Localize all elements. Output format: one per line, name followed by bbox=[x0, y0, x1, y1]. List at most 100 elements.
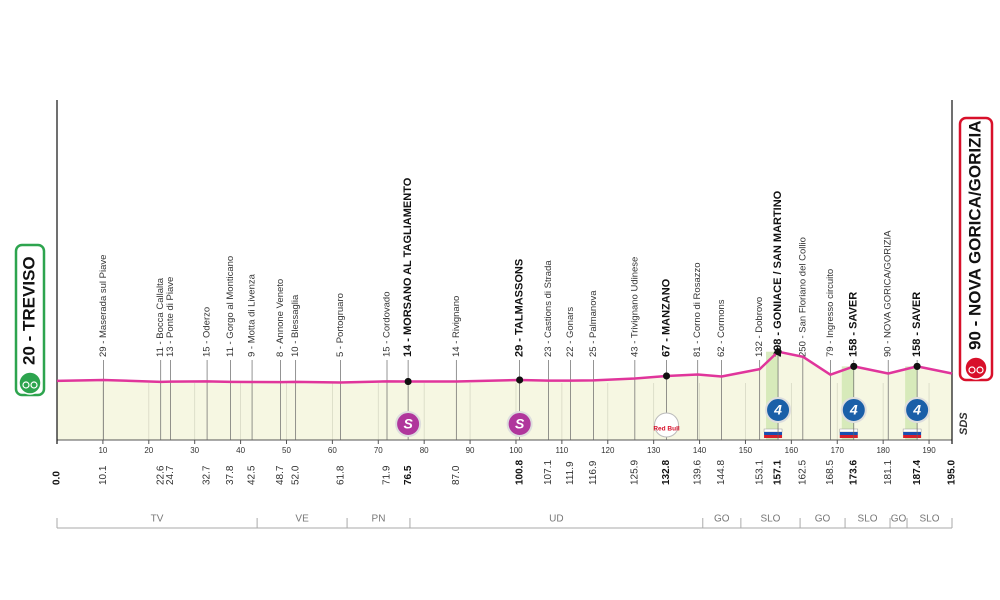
waypoint-label: 11 - Gorgo al Monticano bbox=[225, 256, 236, 357]
region-label: PN bbox=[372, 514, 386, 525]
distance-label: 10.1 bbox=[98, 465, 109, 485]
region-label: GO bbox=[891, 514, 907, 525]
waypoint-label: 25 - Palmanova bbox=[588, 290, 599, 357]
x-tick-label: 20 bbox=[144, 446, 153, 455]
waypoint-label: 14 - Rivignano bbox=[451, 296, 462, 357]
marker bbox=[765, 397, 792, 423]
x-tick-label: 60 bbox=[328, 446, 337, 455]
region-label: GO bbox=[815, 514, 831, 525]
region-label: SLO bbox=[920, 514, 940, 525]
waypoint-label: 8 - Annone Veneto bbox=[275, 279, 286, 357]
bike-wheel bbox=[22, 381, 30, 389]
distance-label: 100.8 bbox=[514, 460, 525, 485]
waypoint-label: 22 - Gonars bbox=[565, 307, 576, 357]
distance-label: 153.1 bbox=[754, 460, 765, 485]
distance-label: 87.0 bbox=[451, 465, 462, 485]
x-tick-label: 170 bbox=[831, 446, 845, 455]
distance-label: 195.0 bbox=[947, 460, 958, 485]
waypoint-label: 15 - Cordovado bbox=[382, 292, 393, 357]
bike-icon bbox=[18, 371, 42, 395]
distance-label: 168.5 bbox=[825, 460, 836, 485]
marker bbox=[506, 411, 533, 437]
bike-wheel bbox=[968, 366, 976, 374]
marker-symbol: Red Bull bbox=[653, 426, 680, 433]
waypoint-label: 23 - Castions di Strada bbox=[543, 260, 554, 357]
marker-symbol: 4 bbox=[773, 402, 782, 418]
x-tick-label: 40 bbox=[236, 446, 245, 455]
distance-label: 187.4 bbox=[912, 460, 923, 485]
waypoint-label: 67 - MANZANO bbox=[660, 278, 672, 357]
waypoint-label: 79 - Ingresso circuito bbox=[825, 269, 836, 357]
x-tick-label: 150 bbox=[739, 446, 753, 455]
marker-symbol: S bbox=[515, 416, 525, 432]
waypoint-label: 9 - Motta di Livenza bbox=[247, 273, 258, 357]
marker bbox=[395, 411, 422, 437]
flag bbox=[902, 428, 922, 433]
distance-label: 22.6 bbox=[155, 465, 166, 485]
distance-label: 32.7 bbox=[202, 465, 213, 485]
flag bbox=[764, 432, 783, 435]
x-tick-label: 70 bbox=[374, 446, 383, 455]
waypoint-dot bbox=[516, 376, 524, 384]
region-label: SLO bbox=[858, 514, 878, 525]
distance-label: 61.8 bbox=[335, 465, 346, 485]
marker bbox=[904, 397, 931, 423]
waypoint-label: 132 - Dobrovo bbox=[754, 297, 765, 357]
waypoint-label: 14 - MORSANO AL TAGLIAMENTO bbox=[402, 177, 414, 357]
waypoint-dot bbox=[774, 348, 782, 356]
waypoint-label: 250 - San Floriano del Collio bbox=[797, 237, 808, 357]
finish-box bbox=[958, 116, 994, 382]
distance-label: 0.0 bbox=[52, 471, 63, 485]
marker-symbol: 4 bbox=[912, 402, 921, 418]
x-tick-label: 10 bbox=[98, 446, 107, 455]
distance-label: 173.6 bbox=[848, 460, 859, 485]
flag bbox=[763, 428, 783, 433]
marker bbox=[840, 397, 867, 423]
waypoint-label: 298 - GONIACE / SAN MARTINO bbox=[772, 190, 784, 357]
x-tick-label: 120 bbox=[601, 446, 615, 455]
x-tick-label: 140 bbox=[693, 446, 707, 455]
bike-wheel bbox=[976, 366, 984, 374]
start-box bbox=[14, 243, 46, 397]
waypoint-label: 15 - Oderzo bbox=[202, 307, 213, 357]
waypoint-label: 158 - SAVER bbox=[848, 292, 860, 357]
distance-label: 42.5 bbox=[247, 465, 258, 485]
climb-band bbox=[766, 351, 779, 440]
distance-label: 71.9 bbox=[382, 465, 393, 485]
x-tick-label: 80 bbox=[420, 446, 429, 455]
flag bbox=[764, 435, 783, 438]
distance-label: 132.8 bbox=[661, 460, 672, 485]
waypoint-label: 5 - Portogruaro bbox=[335, 293, 346, 357]
profile-line bbox=[56, 350, 953, 384]
waypoint-dot bbox=[913, 362, 921, 370]
distance-label: 162.5 bbox=[797, 460, 808, 485]
marker-symbol: S bbox=[403, 416, 413, 432]
bike-icon bbox=[964, 356, 988, 380]
marker bbox=[654, 412, 680, 438]
flag bbox=[839, 428, 859, 433]
region-label: UD bbox=[549, 514, 563, 525]
distance-label: 48.7 bbox=[275, 465, 286, 485]
waypoint-label: 81 - Corno di Rosazzo bbox=[692, 262, 703, 357]
distance-label: 52.0 bbox=[290, 465, 301, 485]
distance-label: 116.9 bbox=[588, 460, 599, 485]
waypoint-dot bbox=[663, 372, 671, 380]
waypoint-label: 29 - TALMASSONS bbox=[514, 259, 526, 357]
x-tick-label: 160 bbox=[785, 446, 799, 455]
waypoint-label: 43 - Trivignano Udinese bbox=[629, 257, 640, 357]
flag bbox=[903, 435, 922, 438]
distance-label: 111.9 bbox=[565, 461, 576, 485]
start-label: 20 - TREVISO bbox=[19, 256, 38, 365]
distance-label: 139.6 bbox=[692, 460, 703, 485]
waypoint-dot bbox=[404, 378, 412, 386]
flag bbox=[903, 432, 922, 435]
distance-label: 76.5 bbox=[403, 465, 414, 485]
waypoint-label: 10 - Blessaglia bbox=[290, 294, 301, 357]
x-tick-label: 30 bbox=[190, 446, 199, 455]
distance-label: 181.1 bbox=[883, 460, 894, 485]
bike-wheel bbox=[30, 381, 38, 389]
x-tick-label: 130 bbox=[647, 446, 661, 455]
waypoint-label: 29 - Maserada sul Piave bbox=[98, 255, 109, 357]
x-tick-label: 180 bbox=[876, 446, 890, 455]
